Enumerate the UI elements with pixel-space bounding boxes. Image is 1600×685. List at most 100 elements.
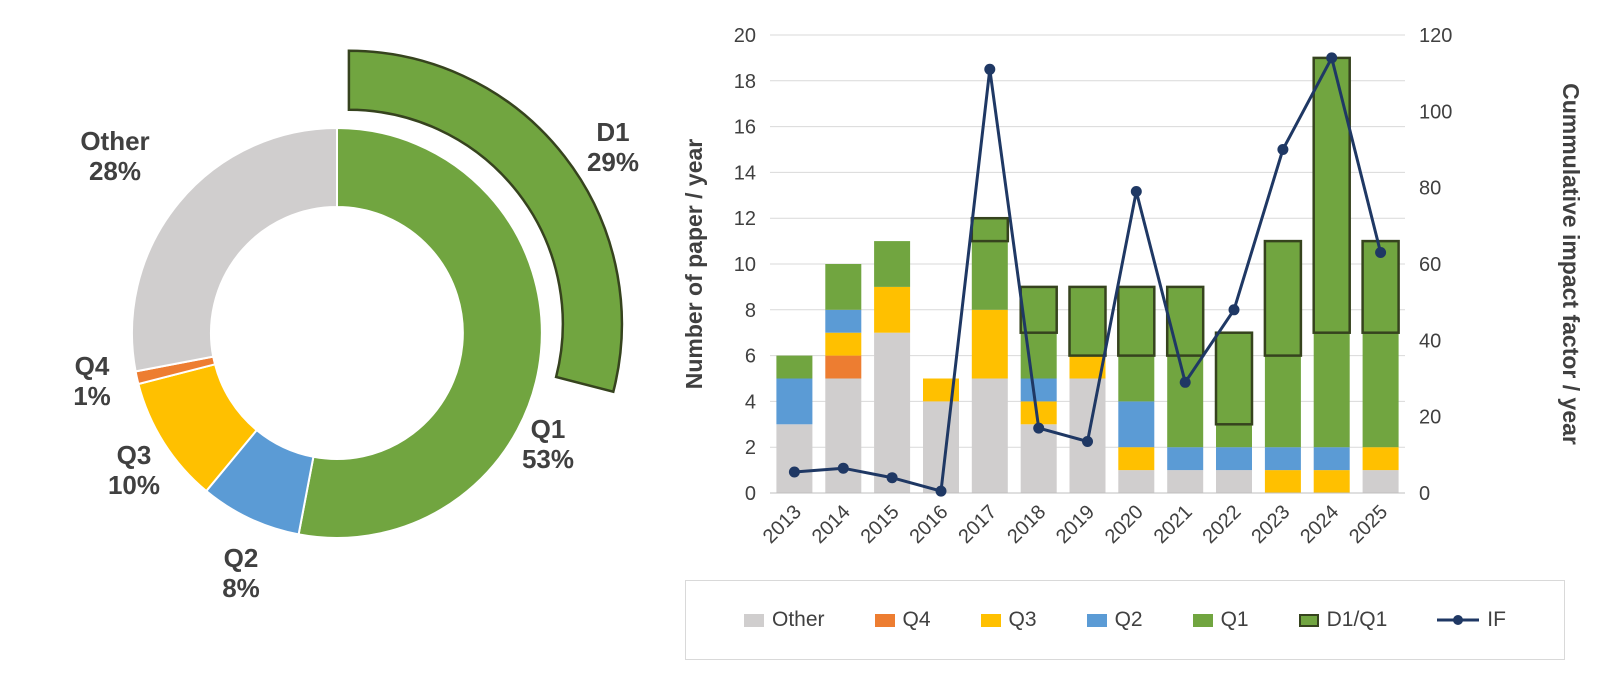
d1-overlay-2022 xyxy=(1214,331,1254,426)
bar-other-2017 xyxy=(971,378,1008,493)
left-axis-title: Number of paper / year xyxy=(681,139,707,390)
legend-label-q1: Q1 xyxy=(1220,608,1249,631)
left-axis-tick: 6 xyxy=(745,346,756,368)
legend-item-q4: Q4 xyxy=(874,608,931,632)
if-marker-2016 xyxy=(935,485,947,497)
x-axis-label: 2013 xyxy=(759,501,806,548)
if-line-marker-icon xyxy=(1437,613,1480,627)
left-axis-tick: 18 xyxy=(734,71,756,93)
bar-q3-2025 xyxy=(1362,447,1399,471)
d1-overlay-2018 xyxy=(1019,285,1058,334)
bar-q2-2014 xyxy=(825,309,862,333)
d1-overlay-2025 xyxy=(1361,239,1400,334)
if-marker-2025 xyxy=(1375,247,1387,258)
bar-q3-2019 xyxy=(1069,355,1106,379)
donut-label-d1: D1 29% xyxy=(587,117,639,177)
legend-label-q3: Q3 xyxy=(1008,608,1037,631)
bar-q2-2023 xyxy=(1264,447,1301,471)
if-marker-2017 xyxy=(984,63,996,75)
bar-q2-2018 xyxy=(1020,378,1057,402)
left-axis-tick: 12 xyxy=(734,208,756,230)
x-axis-label: 2025 xyxy=(1345,501,1392,548)
bar-other-2013 xyxy=(776,424,813,493)
d1-overlay-2019 xyxy=(1068,285,1107,357)
legend-item-q1: Q1 xyxy=(1192,608,1249,632)
bar-q3-2015 xyxy=(874,286,911,333)
legend-item-other: Other xyxy=(744,608,825,632)
if-marker-2020 xyxy=(1130,186,1142,197)
left-axis-tick: 2 xyxy=(745,437,756,459)
right-axis-tick: 120 xyxy=(1419,25,1452,47)
if-marker-2013 xyxy=(788,466,800,478)
bar-q2-2013 xyxy=(776,378,813,425)
left-axis-tick: 8 xyxy=(745,300,756,322)
chart-legend: Other Q4 Q3 Q2 Q1 D1/Q1 IF xyxy=(685,580,1565,660)
if-marker-2022 xyxy=(1228,304,1240,316)
bar-q3-2016 xyxy=(923,378,959,402)
bar-q1-2013 xyxy=(776,355,813,379)
bar-other-2025 xyxy=(1362,470,1399,493)
quartile-donut-chart: Q1 53% Q2 8% Q3 10% Q4 1% Other 28% D1 29% xyxy=(73,49,639,603)
bar-q2-2021 xyxy=(1167,447,1204,471)
left-axis-tick: 0 xyxy=(745,483,756,505)
left-axis-tick: 4 xyxy=(745,391,756,413)
x-axis-label: 2018 xyxy=(1003,501,1050,548)
x-axis-label: 2021 xyxy=(1150,501,1197,548)
if-marker-2015 xyxy=(886,472,898,484)
x-axis-label: 2015 xyxy=(857,501,904,548)
donut-slice-other xyxy=(131,126,338,373)
bar-q1-2024 xyxy=(1313,57,1350,448)
x-axis-label: 2014 xyxy=(808,501,855,548)
bar-other-2018 xyxy=(1020,424,1057,493)
if-marker-2021 xyxy=(1179,376,1191,388)
if-marker-2024 xyxy=(1326,52,1338,64)
bar-q4-2014 xyxy=(825,355,862,379)
left-axis-tick: 14 xyxy=(734,162,756,184)
right-axis-tick: 100 xyxy=(1419,101,1452,123)
x-axis-label: 2023 xyxy=(1247,501,1294,548)
donut-panel: Q1 53% Q2 8% Q3 10% Q4 1% Other 28% D1 29% xyxy=(0,0,660,685)
right-axis-tick: 20 xyxy=(1419,407,1441,429)
right-axis-tick: 80 xyxy=(1419,178,1441,200)
bar-q3-2017 xyxy=(971,309,1008,379)
right-axis-title: Cummulative impact factor / year xyxy=(1558,83,1584,445)
donut-label-other: Other 28% xyxy=(80,126,149,186)
bar-other-2016 xyxy=(923,401,959,493)
bar-q1-2022 xyxy=(1216,332,1252,448)
legend-label-if: IF xyxy=(1487,608,1506,631)
donut-label-q3: Q3 10% xyxy=(108,440,160,500)
legend-swatch-d1-q1 xyxy=(1298,613,1319,627)
legend-label-d1-q1: D1/Q1 xyxy=(1326,608,1388,631)
legend-item-q3: Q3 xyxy=(980,608,1037,632)
legend-label-other: Other xyxy=(772,608,825,631)
legend-label-q2: Q2 xyxy=(1114,608,1143,631)
if-marker-2019 xyxy=(1082,436,1093,447)
bar-q3-2014 xyxy=(825,332,862,356)
bar-q3-2020 xyxy=(1118,447,1155,471)
x-axis-label: 2024 xyxy=(1296,501,1343,548)
donut-slice-q1 xyxy=(297,126,543,539)
bar-q3-2018 xyxy=(1020,401,1057,425)
legend-swatch-q2 xyxy=(1086,613,1107,627)
bar-other-2015 xyxy=(874,332,911,493)
bar-q1-2021 xyxy=(1167,286,1204,448)
left-axis-tick: 20 xyxy=(734,25,756,47)
bar-q1-2019 xyxy=(1069,286,1106,356)
bar-q1-2015 xyxy=(874,241,911,287)
bar-other-2022 xyxy=(1216,470,1252,493)
if-marker-2023 xyxy=(1277,144,1289,155)
legend-item-q2: Q2 xyxy=(1086,608,1143,632)
legend-swatch-other xyxy=(744,613,764,627)
left-axis-tick: 10 xyxy=(734,254,756,276)
combo-panel: 0 2 4 6 8 10 12 14 16 18 20 0 20 40 60 80 100 120 2013 2014… xyxy=(660,0,1600,685)
donut-label-q1: Q1 53% xyxy=(522,414,574,474)
legend-label-q4: Q4 xyxy=(902,608,931,631)
bar-q1-2023 xyxy=(1264,241,1301,448)
d1-highlight-arc xyxy=(347,49,624,394)
x-axis-label: 2019 xyxy=(1052,501,1099,548)
if-marker-2014 xyxy=(837,462,849,474)
right-axis-tick: 40 xyxy=(1419,330,1441,352)
donut-label-q4: Q4 1% xyxy=(73,351,111,411)
bar-q3-2024 xyxy=(1313,470,1350,493)
